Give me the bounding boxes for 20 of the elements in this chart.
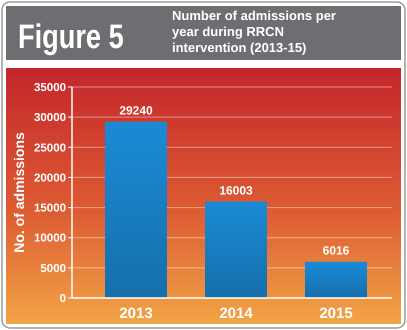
x-tick-label: 2014 <box>219 305 254 322</box>
y-tick-label: 35000 <box>34 82 66 94</box>
bar <box>305 262 367 298</box>
y-tick-label: 20000 <box>34 172 66 184</box>
data-label: 16003 <box>219 184 254 198</box>
x-tick-label: 2015 <box>319 305 353 322</box>
y-tick-label: 10000 <box>34 232 66 245</box>
data-label: 29240 <box>119 104 154 118</box>
chart-title: Figure 5 <box>18 17 124 56</box>
y-tick-label: 15000 <box>34 202 66 215</box>
y-tick-label: 0 <box>60 293 66 306</box>
y-tick-label: 5000 <box>40 262 66 275</box>
chart-subtitle: Number of admissions per year during RRCN intervention (2013-15) <box>172 8 336 55</box>
bar <box>105 122 167 298</box>
y-axis-title: No. of admissions <box>11 132 27 253</box>
y-tick-label: 30000 <box>34 112 66 124</box>
bar <box>205 202 267 298</box>
x-tick-label: 2013 <box>119 305 153 322</box>
y-tick-label: 25000 <box>34 142 66 154</box>
data-label: 6016 <box>322 244 350 258</box>
